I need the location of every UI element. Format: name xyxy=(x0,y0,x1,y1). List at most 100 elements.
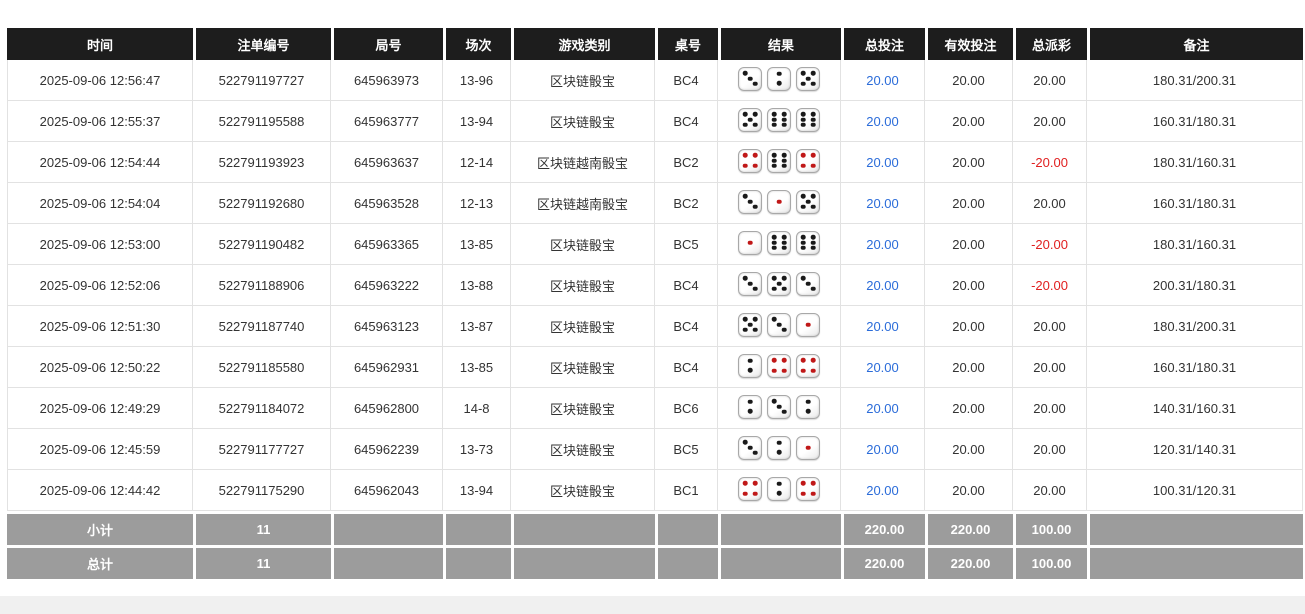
cell-payout: -20.00 xyxy=(1013,224,1087,265)
dice-result xyxy=(738,107,820,132)
total-bet-link[interactable]: 20.00 xyxy=(841,101,925,142)
cell-remark: 180.31/200.31 xyxy=(1087,60,1303,101)
cell-dice xyxy=(718,183,841,224)
summary-cell-session xyxy=(443,511,511,545)
summary-cell-dice xyxy=(718,511,841,545)
cell-time: 2025-09-06 12:52:06 xyxy=(7,265,193,306)
cell-table_no: BC4 xyxy=(655,306,718,347)
die-6 xyxy=(767,230,791,255)
cell-dice xyxy=(718,224,841,265)
cell-remark: 180.31/160.31 xyxy=(1087,224,1303,265)
cell-payout: 20.00 xyxy=(1013,306,1087,347)
cell-table_no: BC4 xyxy=(655,347,718,388)
cell-round_id: 645962239 xyxy=(331,429,443,470)
cell-payout: 20.00 xyxy=(1013,60,1087,101)
cell-valid_bet: 20.00 xyxy=(925,388,1013,429)
total-bet-link[interactable]: 20.00 xyxy=(841,183,925,224)
cell-table_no: BC5 xyxy=(655,429,718,470)
die-2 xyxy=(767,435,791,460)
die-2 xyxy=(796,394,820,419)
cell-round_id: 645963777 xyxy=(331,101,443,142)
total-bet-link[interactable]: 20.00 xyxy=(841,265,925,306)
table-row: 2025-09-06 12:45:59 522791177727 645962239… xyxy=(7,429,1303,470)
cell-round_id: 645963123 xyxy=(331,306,443,347)
cell-bet_id: 522791197727 xyxy=(193,60,331,101)
cell-table_no: BC5 xyxy=(655,224,718,265)
table-row: 2025-09-06 12:53:00 522791190482 645963365… xyxy=(7,224,1303,265)
total-bet-link[interactable]: 20.00 xyxy=(841,429,925,470)
total-bet-link[interactable]: 20.00 xyxy=(841,470,925,511)
cell-payout: -20.00 xyxy=(1013,142,1087,183)
column-header-dice: 结果 xyxy=(718,28,841,60)
bet-records-panel: 时间 注单编号 局号 场次 游戏类别 桌号 结果 总投注 有效投注 总派彩 备注 2025-09-0… xyxy=(7,28,1303,579)
cell-session: 13-94 xyxy=(443,101,511,142)
die-4 xyxy=(767,353,791,378)
summary-cell-total_bet: 220.00 xyxy=(841,545,925,579)
cell-bet_id: 522791184072 xyxy=(193,388,331,429)
column-header-game: 游戏类别 xyxy=(511,28,655,60)
table-row: 2025-09-06 12:55:37 522791195588 645963777… xyxy=(7,101,1303,142)
table-row: 2025-09-06 12:54:04 522791192680 645963528… xyxy=(7,183,1303,224)
dice-result xyxy=(738,230,820,255)
cell-round_id: 645963973 xyxy=(331,60,443,101)
column-header-valid_bet: 有效投注 xyxy=(925,28,1013,60)
cell-time: 2025-09-06 12:53:00 xyxy=(7,224,193,265)
cell-time: 2025-09-06 12:54:44 xyxy=(7,142,193,183)
dice-result xyxy=(738,271,820,296)
summary-cell-payout: 100.00 xyxy=(1013,511,1087,545)
cell-session: 13-87 xyxy=(443,306,511,347)
cell-remark: 160.31/180.31 xyxy=(1087,183,1303,224)
die-3 xyxy=(796,271,820,296)
die-1 xyxy=(767,189,791,214)
cell-bet_id: 522791175290 xyxy=(193,470,331,511)
total-bet-link[interactable]: 20.00 xyxy=(841,224,925,265)
summary-cell-round_id xyxy=(331,545,443,579)
summary-count: 11 xyxy=(193,511,331,545)
die-3 xyxy=(767,312,791,337)
summary-cell-table_no xyxy=(655,511,718,545)
cell-remark: 200.31/180.31 xyxy=(1087,265,1303,306)
cell-time: 2025-09-06 12:45:59 xyxy=(7,429,193,470)
summary-cell-total_bet: 220.00 xyxy=(841,511,925,545)
table-row: 2025-09-06 12:49:29 522791184072 645962800… xyxy=(7,388,1303,429)
total-bet-link[interactable]: 20.00 xyxy=(841,388,925,429)
die-3 xyxy=(738,435,762,460)
cell-game: 区块链越南骰宝 xyxy=(511,142,655,183)
cell-time: 2025-09-06 12:51:30 xyxy=(7,306,193,347)
cell-valid_bet: 20.00 xyxy=(925,470,1013,511)
cell-table_no: BC2 xyxy=(655,183,718,224)
die-2 xyxy=(738,394,762,419)
cell-bet_id: 522791188906 xyxy=(193,265,331,306)
total-bet-link[interactable]: 20.00 xyxy=(841,60,925,101)
table-row: 2025-09-06 12:51:30 522791187740 645963123… xyxy=(7,306,1303,347)
table-header-row: 时间 注单编号 局号 场次 游戏类别 桌号 结果 总投注 有效投注 总派彩 备注 xyxy=(7,28,1303,60)
cell-game: 区块链骰宝 xyxy=(511,101,655,142)
cell-payout: 20.00 xyxy=(1013,429,1087,470)
summary-cell-remark xyxy=(1087,511,1303,545)
cell-time: 2025-09-06 12:49:29 xyxy=(7,388,193,429)
cell-session: 13-85 xyxy=(443,347,511,388)
die-3 xyxy=(738,66,762,91)
cell-dice xyxy=(718,60,841,101)
dice-result xyxy=(738,148,820,173)
die-4 xyxy=(796,476,820,501)
column-header-table_no: 桌号 xyxy=(655,28,718,60)
cell-round_id: 645962800 xyxy=(331,388,443,429)
cell-round_id: 645963528 xyxy=(331,183,443,224)
die-2 xyxy=(767,476,791,501)
total-bet-link[interactable]: 20.00 xyxy=(841,347,925,388)
summary-cell-table_no xyxy=(655,545,718,579)
total-bet-link[interactable]: 20.00 xyxy=(841,306,925,347)
die-5 xyxy=(767,271,791,296)
total-bet-link[interactable]: 20.00 xyxy=(841,142,925,183)
summary-cell-game xyxy=(511,545,655,579)
cell-valid_bet: 20.00 xyxy=(925,265,1013,306)
summary-cell-valid_bet: 220.00 xyxy=(925,545,1013,579)
cell-game: 区块链骰宝 xyxy=(511,470,655,511)
cell-dice xyxy=(718,388,841,429)
summary-cell-round_id xyxy=(331,511,443,545)
column-header-remark: 备注 xyxy=(1087,28,1303,60)
cell-dice xyxy=(718,429,841,470)
table-row: 2025-09-06 12:54:44 522791193923 645963637… xyxy=(7,142,1303,183)
cell-session: 13-85 xyxy=(443,224,511,265)
